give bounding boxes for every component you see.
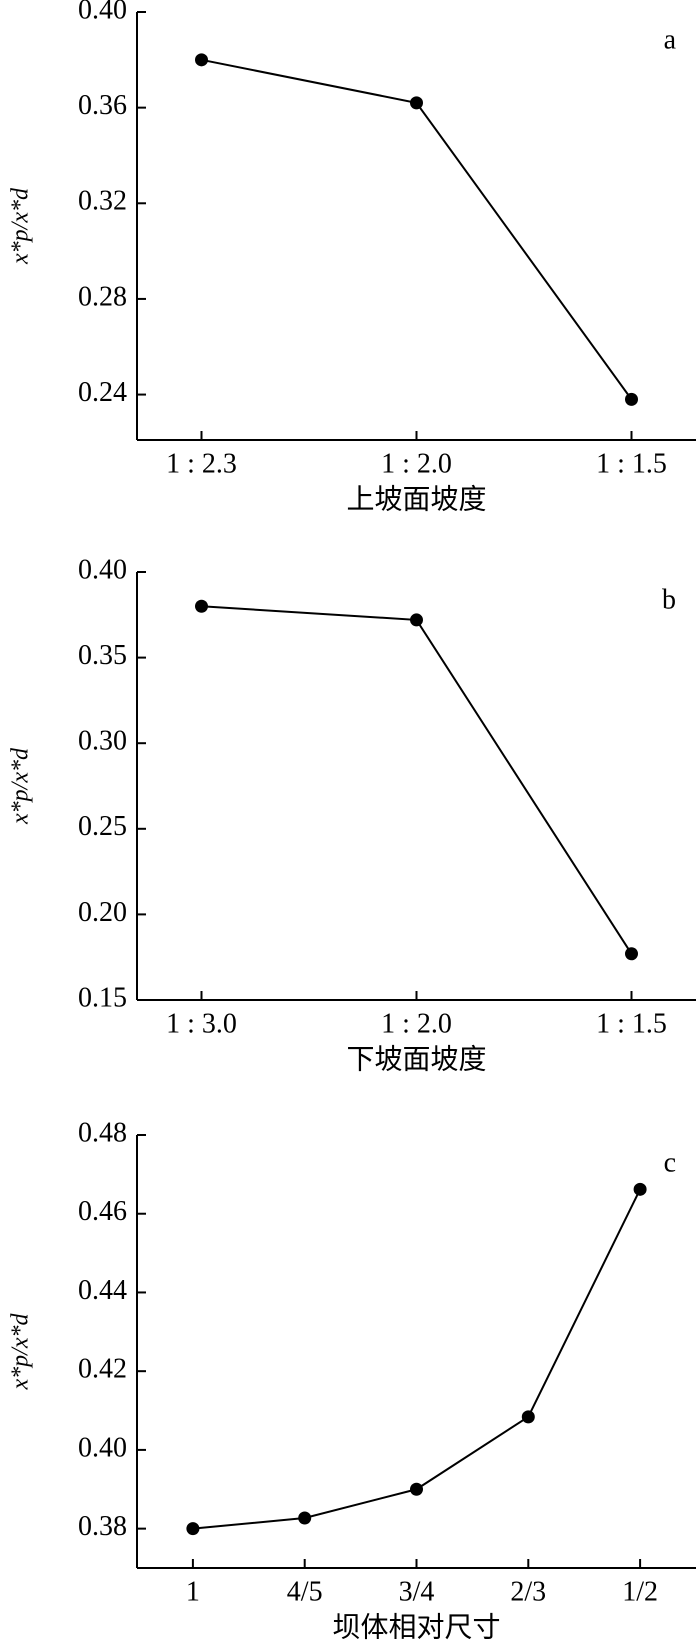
point bbox=[410, 613, 423, 627]
panel-label: c bbox=[664, 1147, 676, 1178]
x-axis-label: 坝体相对尺寸 bbox=[332, 1611, 500, 1643]
x-tick-label: 3/4 bbox=[399, 1576, 435, 1607]
y-tick-label: 0.44 bbox=[78, 1275, 127, 1306]
y-axis-label: x*p/x*d bbox=[8, 747, 34, 825]
y-tick-label: 0.30 bbox=[78, 726, 127, 757]
x-axis-label: 下坡面坡度 bbox=[346, 1043, 486, 1075]
y-axis-label: x*p/x*d bbox=[8, 187, 34, 265]
y-tick-label: 0.42 bbox=[78, 1354, 127, 1385]
y-tick-label: 0.25 bbox=[78, 811, 127, 842]
y-tick-label: 0.38 bbox=[78, 1511, 127, 1542]
y-axis-label: x*p/x*d bbox=[8, 1313, 34, 1391]
x-tick-label: 1 : 2.0 bbox=[381, 448, 452, 479]
line bbox=[201, 605, 633, 955]
x-tick-label: 1 bbox=[186, 1576, 200, 1607]
point bbox=[298, 1511, 312, 1525]
y-tick-label: 0.48 bbox=[78, 1117, 127, 1148]
y-tick-label: 0.40 bbox=[78, 554, 127, 585]
y-tick-label: 0.20 bbox=[78, 897, 127, 928]
y-tick-label: 0.40 bbox=[78, 1432, 127, 1463]
point bbox=[410, 1482, 423, 1496]
point bbox=[625, 947, 638, 961]
point bbox=[195, 599, 208, 613]
point bbox=[410, 96, 423, 110]
panel-label: a bbox=[664, 24, 677, 55]
y-tick-label: 0.35 bbox=[78, 640, 127, 671]
y-tick-label: 0.36 bbox=[78, 90, 127, 121]
x-tick-label: 1 : 2.0 bbox=[381, 1008, 452, 1039]
point bbox=[521, 1410, 535, 1424]
y-tick-label: 0.24 bbox=[78, 377, 127, 408]
x-tick-label: 1/2 bbox=[622, 1576, 658, 1607]
x-tick-label: 1 : 2.3 bbox=[166, 448, 237, 479]
panel-label: b bbox=[662, 584, 676, 615]
line bbox=[201, 58, 633, 400]
x-tick-label: 4/5 bbox=[287, 1576, 323, 1607]
point bbox=[625, 392, 638, 406]
y-tick-label: 0.28 bbox=[78, 281, 127, 312]
x-tick-label: 1 : 1.5 bbox=[596, 1008, 667, 1039]
y-tick-label: 0.15 bbox=[78, 982, 127, 1013]
x-axis-label: 上坡面坡度 bbox=[346, 483, 486, 515]
y-tick-label: 0.32 bbox=[78, 186, 127, 217]
y-tick-label: 0.46 bbox=[78, 1196, 127, 1227]
y-tick-label: 0.40 bbox=[78, 0, 127, 25]
point bbox=[633, 1182, 647, 1196]
line bbox=[192, 1188, 641, 1530]
point bbox=[195, 53, 208, 67]
x-tick-label: 1 : 3.0 bbox=[166, 1008, 237, 1039]
x-tick-label: 1 : 1.5 bbox=[596, 448, 667, 479]
point bbox=[186, 1522, 200, 1536]
x-tick-label: 2/3 bbox=[510, 1576, 546, 1607]
